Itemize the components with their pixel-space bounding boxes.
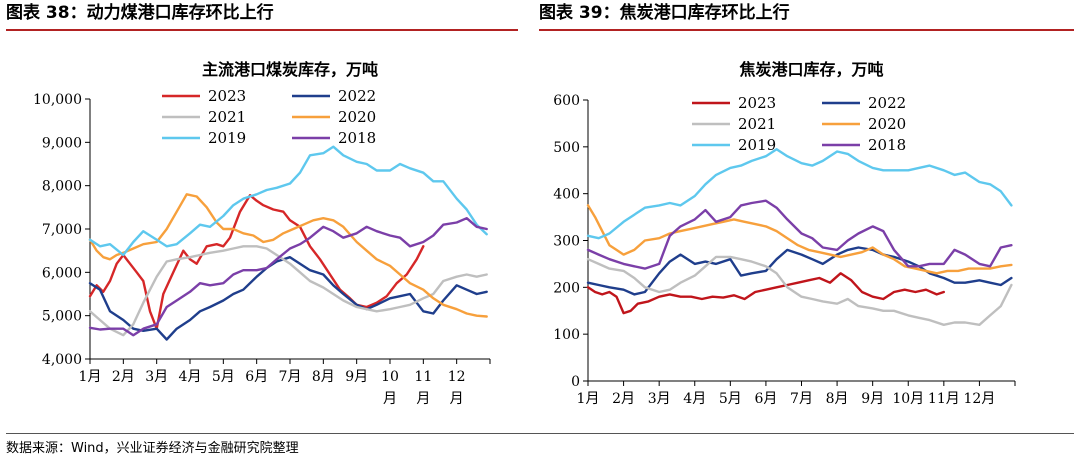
coke-port-inventory-chart: 焦炭港口库存，万吨 0 100 200 300 400 500 600 1月 2月 3月 4月 5月 6月… [553, 60, 1016, 407]
legend-label-2022: 2022 [868, 94, 906, 112]
x-tick-label: 4月 [683, 391, 706, 407]
legend-label-2019: 2019 [738, 136, 776, 154]
series-line-2021 [586, 255, 1013, 326]
series-line-2020 [586, 204, 1013, 275]
x-tick-label: 6月 [245, 369, 268, 385]
x-tick-label: 9月 [345, 369, 368, 385]
y-tick-label: 100 [553, 327, 580, 343]
legend-label-2021: 2021 [738, 115, 776, 133]
x-tick-label: 1月 [79, 369, 102, 385]
x-tick-label: 2月 [612, 391, 635, 407]
y-tick-label: 4,000 [42, 352, 82, 368]
x-tick-label: 3月 [145, 369, 168, 385]
y-tick-label: 8,000 [42, 179, 82, 195]
y-tick-label: 7,000 [42, 222, 82, 238]
y-tick-label: 5,000 [42, 309, 82, 325]
y-tick-label: 500 [553, 140, 580, 156]
legend-label-2019: 2019 [208, 129, 246, 147]
chart-title: 主流港口煤炭库存，万吨 [202, 60, 378, 79]
legend-label-2018: 2018 [338, 129, 376, 147]
y-tick-label: 400 [553, 187, 580, 203]
x-tick-label: 2月 [112, 369, 135, 385]
series-line-2022 [586, 246, 1013, 296]
x-tick-label: 8月 [826, 391, 849, 407]
y-tick-label: 10,000 [33, 92, 82, 108]
legend-label-2023: 2023 [208, 87, 246, 105]
series-line-2019 [88, 145, 488, 257]
series-line-2020 [88, 193, 488, 318]
x-tick-label: 4月 [179, 369, 202, 385]
source-note: 数据来源：Wind，兴业证券经济与金融研究院整理 [6, 441, 299, 456]
figure-39-header: 图表 39：焦炭港口库存环比上行 [539, 3, 790, 23]
legend-label-2021: 2021 [208, 108, 246, 126]
y-tick-label: 600 [553, 93, 580, 109]
x-tick-label: 3月 [648, 391, 671, 407]
x-tick-label: 10月 [892, 391, 924, 407]
x-tick-label: 5月 [719, 391, 742, 407]
chart-title: 焦炭港口库存，万吨 [738, 60, 883, 79]
series-line-2018 [88, 216, 488, 337]
series-line-2018 [586, 199, 1013, 270]
figure-38-header-rule [6, 29, 518, 31]
y-tick-label: 300 [553, 234, 580, 250]
x-tick-label: 8月 [312, 369, 335, 385]
legend-label-2020: 2020 [868, 115, 906, 133]
y-tick-label: 6,000 [42, 265, 82, 281]
x-tick-label: 7月 [279, 369, 302, 385]
series-line-2021 [88, 245, 488, 337]
y-tick-label: 200 [553, 280, 580, 296]
series-line-2019 [586, 147, 1013, 240]
thermal-coal-port-inventory-chart: 主流港口煤炭库存，万吨 4,000 5,000 6,000 7,000 8,000 9,00… [33, 60, 491, 407]
y-tick-label: 9,000 [42, 135, 82, 151]
x-tick-label: 5月 [212, 369, 235, 385]
x-tick-label: 11月 [928, 391, 960, 407]
legend-label-2023: 2023 [738, 94, 776, 112]
series-line-2023 [586, 272, 945, 315]
x-tick-label: 7月 [790, 391, 813, 407]
x-tick-label: 1月 [577, 391, 600, 407]
x-tick-label: 12月 [964, 391, 996, 407]
legend-label-2018: 2018 [868, 136, 906, 154]
x-tick-label: 9月 [861, 391, 884, 407]
legend-label-2020: 2020 [338, 108, 376, 126]
legend-label-2022: 2022 [338, 87, 376, 105]
figure-38-header: 图表 38：动力煤港口库存环比上行 [6, 3, 274, 23]
figure-39-header-rule [539, 29, 1074, 31]
series-line-2022 [88, 255, 488, 341]
footer-rule [6, 433, 1074, 434]
y-tick-label: 0 [571, 374, 580, 390]
x-tick-label: 6月 [754, 391, 777, 407]
